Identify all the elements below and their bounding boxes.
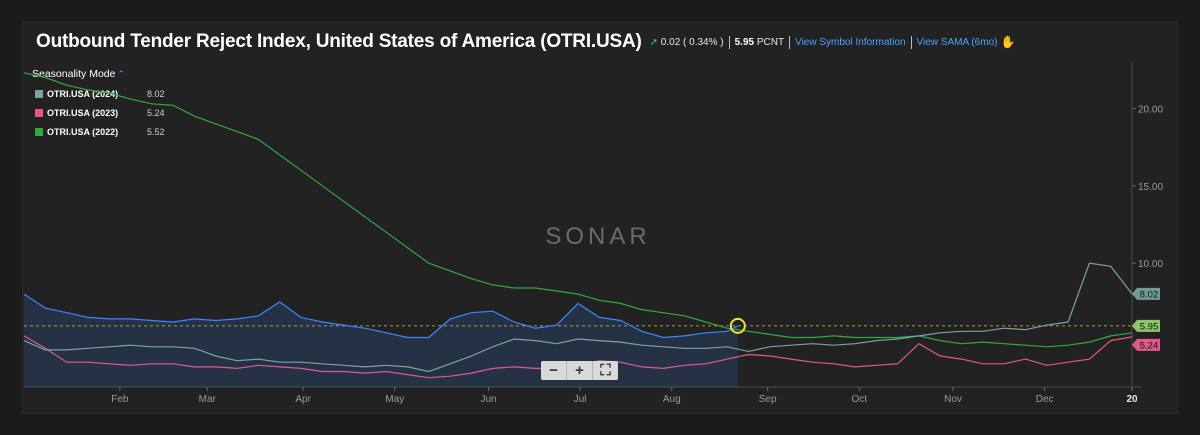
- x-tick-label: Nov: [944, 394, 962, 405]
- series-area-current: [24, 294, 738, 387]
- legend-item-2022[interactable]: OTRI.USA (2022) 5.52: [35, 122, 165, 141]
- change-indicator: ➚ 0.02 ( 0.34% ): [650, 37, 724, 48]
- end-label-box: [1132, 319, 1160, 332]
- x-tick-label: Dec: [1036, 394, 1054, 405]
- last-value: 5.95 PCNT: [735, 37, 784, 48]
- legend-value: 5.24: [147, 107, 165, 118]
- series-line-2024: [23, 262, 1133, 373]
- x-tick-label: Jun: [480, 394, 496, 405]
- current-point-marker: [729, 317, 746, 334]
- chevron-up-icon: ⌃: [117, 69, 126, 79]
- end-label-box: [1132, 287, 1160, 300]
- end-label: 8.02: [1140, 289, 1159, 300]
- page-title: Outbound Tender Reject Index, United Sta…: [36, 31, 642, 52]
- end-label: 5.24: [1140, 340, 1159, 351]
- header: Outbound Tender Reject Index, United Sta…: [36, 30, 1015, 54]
- y-tick-label: 20.00: [1138, 104, 1163, 115]
- x-tick-label: 20: [1126, 394, 1138, 405]
- legend-swatch: [35, 89, 43, 98]
- chart-panel: [22, 22, 1178, 414]
- watermark: SONAR: [545, 223, 650, 250]
- legend-swatch: [35, 127, 43, 136]
- x-tick-label: Oct: [851, 394, 867, 405]
- x-tick-label: May: [385, 394, 404, 405]
- legend-value: 8.02: [147, 88, 165, 99]
- zoom-in-button[interactable]: +: [566, 361, 592, 380]
- y-tick-label: 10.00: [1138, 259, 1163, 270]
- x-tick-label: Mar: [199, 394, 217, 405]
- end-label-box: [1132, 338, 1160, 351]
- legend-item-2023[interactable]: OTRI.USA (2023) 5.24: [35, 103, 165, 122]
- series-line-2022: [23, 72, 1133, 348]
- view-symbol-info-link[interactable]: View Symbol Information: [795, 36, 906, 48]
- fit-screen-button[interactable]: ⛶: [592, 361, 618, 380]
- x-tick-label: Feb: [111, 394, 129, 405]
- x-tick-label: Jul: [574, 394, 587, 405]
- view-sama-link[interactable]: View SAMA (6mo): [916, 36, 998, 48]
- x-tick-label: Sep: [759, 394, 777, 405]
- legend-value: 5.52: [147, 126, 165, 137]
- legend-label: OTRI.USA (2023): [47, 107, 119, 118]
- zoom-controls: − + ⛶: [541, 361, 618, 380]
- sama-icon[interactable]: ✋: [1000, 35, 1016, 49]
- x-tick-label: Apr: [295, 394, 311, 405]
- legend-item-2024[interactable]: OTRI.USA (2024) 8.02: [35, 84, 165, 103]
- seasonality-mode-toggle[interactable]: Seasonality Mode ⌃: [32, 68, 125, 80]
- legend: OTRI.USA (2024) 8.02 OTRI.USA (2023) 5.2…: [35, 84, 165, 141]
- y-tick-label: 15.00: [1138, 182, 1163, 193]
- last-number: 5.95: [734, 36, 755, 48]
- x-tick-label: Aug: [663, 394, 681, 405]
- zoom-out-button[interactable]: −: [549, 362, 558, 379]
- legend-swatch: [35, 108, 43, 117]
- series-line-2025: [23, 293, 739, 339]
- divider: [910, 35, 912, 49]
- divider: [789, 35, 791, 49]
- legend-label: OTRI.USA (2024): [47, 88, 119, 99]
- mode-label: Seasonality Mode: [32, 68, 116, 80]
- divider: [728, 35, 730, 49]
- last-unit: PCNT: [756, 36, 785, 48]
- end-label: 5.95: [1140, 321, 1159, 332]
- legend-label: OTRI.USA (2022): [47, 126, 119, 137]
- change-value: 0.02 ( 0.34% ): [660, 36, 724, 48]
- up-arrow-icon: ➚: [649, 36, 659, 48]
